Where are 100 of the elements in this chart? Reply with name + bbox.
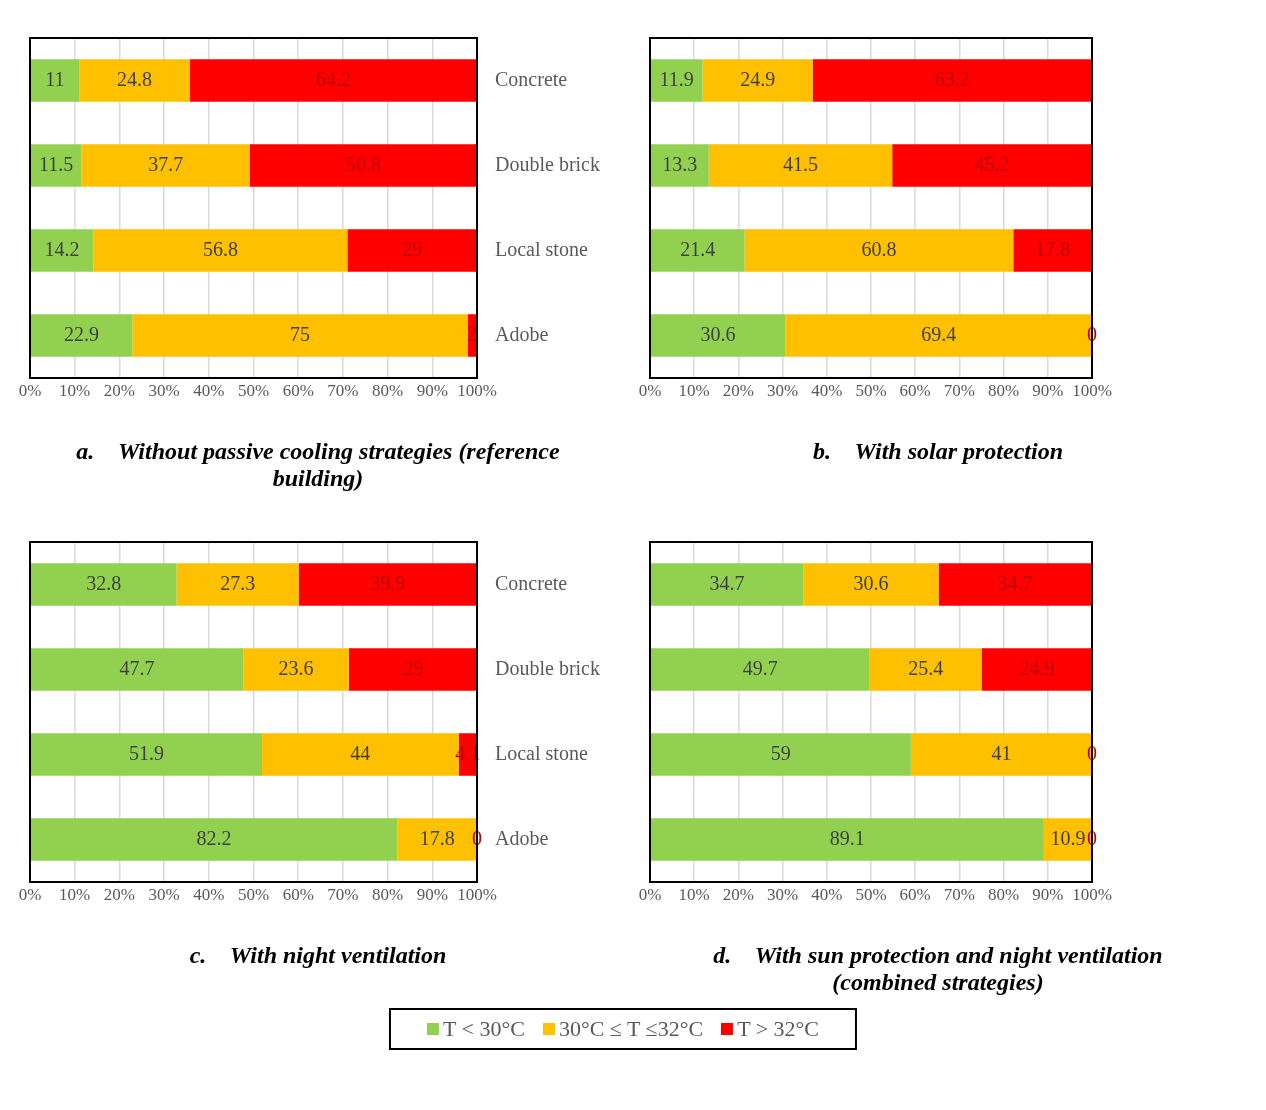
bar — [702, 59, 813, 102]
bar — [30, 229, 94, 272]
bar — [803, 563, 939, 606]
data-label: 63.2 — [934, 67, 970, 90]
bar — [650, 648, 870, 691]
data-label: 14.2 — [44, 237, 80, 260]
y-tick-label: Concrete — [495, 571, 568, 594]
x-tick-label: 10% — [59, 884, 91, 904]
y-tick-label: Double brick — [495, 656, 601, 679]
x-tick-label: 80% — [988, 380, 1020, 400]
bar — [30, 733, 263, 776]
bar — [249, 144, 478, 187]
bar — [938, 563, 1092, 606]
data-label: 11.9 — [659, 67, 694, 90]
bar — [30, 648, 244, 691]
y-tick-label: Adobe — [495, 322, 549, 345]
bar — [650, 144, 709, 187]
data-label: 75 — [290, 322, 311, 345]
data-label: 60.8 — [861, 237, 897, 260]
bar — [650, 229, 745, 272]
x-tick-label: 70% — [327, 380, 359, 400]
bar — [298, 563, 478, 606]
data-label: 24.9 — [740, 67, 776, 90]
data-label: 32.8 — [86, 571, 122, 594]
data-label: 69.4 — [921, 322, 957, 345]
data-label: 24.9 — [1019, 656, 1055, 679]
bar — [30, 314, 133, 357]
bar — [708, 144, 893, 187]
x-tick-label: 30% — [767, 380, 799, 400]
x-tick-label: 10% — [678, 380, 710, 400]
bar — [869, 648, 982, 691]
x-tick-label: 60% — [282, 884, 314, 904]
x-tick-label: 40% — [811, 884, 843, 904]
data-label: 30.6 — [853, 571, 889, 594]
data-label: 17.8 — [419, 826, 455, 849]
data-label: 2 — [467, 322, 478, 345]
bar — [650, 733, 911, 776]
data-label: 11 — [45, 67, 65, 90]
bar — [812, 59, 1092, 102]
x-tick-label: 100% — [457, 884, 497, 904]
data-label: 30.6 — [700, 322, 736, 345]
bar — [176, 563, 299, 606]
data-label: 34.7 — [997, 571, 1033, 594]
bar — [30, 144, 82, 187]
y-tick-label: Double brick — [495, 152, 601, 175]
x-tick-label: 0% — [18, 884, 42, 904]
legend-label: 30°C ≤ T ≤32°C — [558, 1016, 704, 1042]
data-label: 23.6 — [278, 656, 314, 679]
x-tick-label: 80% — [372, 884, 404, 904]
bar — [650, 59, 703, 102]
text: a. Without passive cooling strategies (reference building) — [75, 438, 561, 492]
data-label: 41 — [991, 741, 1012, 764]
bar — [650, 314, 786, 357]
data-label: 11.5 — [38, 152, 74, 175]
x-tick-label: 100% — [1072, 380, 1112, 400]
bar — [81, 144, 250, 187]
x-tick-label: 50% — [855, 380, 887, 400]
x-tick-label: 0% — [18, 380, 42, 400]
data-label: 24.8 — [117, 67, 153, 90]
data-label: 21.4 — [680, 237, 716, 260]
x-tick-label: 50% — [237, 380, 270, 400]
data-label: 56.8 — [202, 237, 238, 260]
data-label: 44 — [350, 741, 371, 764]
x-tick-label: 20% — [722, 380, 754, 400]
legend-label: T < 30°C — [442, 1016, 525, 1042]
data-label: 25.4 — [908, 656, 944, 679]
bar — [347, 229, 478, 272]
bar — [93, 229, 348, 272]
x-tick-label: 80% — [372, 380, 404, 400]
x-tick-label: 30% — [767, 884, 799, 904]
x-tick-label: 90% — [416, 380, 448, 400]
x-tick-label: 60% — [282, 380, 314, 400]
bar — [348, 648, 478, 691]
x-tick-label: 70% — [943, 884, 975, 904]
bar — [243, 648, 349, 691]
data-label: 29 — [403, 656, 424, 679]
x-tick-label: 20% — [103, 884, 135, 904]
data-label: 64.2 — [316, 67, 352, 90]
x-tick-label: 40% — [811, 380, 843, 400]
bar — [132, 314, 468, 357]
x-tick-label: 100% — [457, 380, 497, 400]
data-label: 82.2 — [196, 826, 232, 849]
x-tick-label: 20% — [722, 884, 754, 904]
bar — [1013, 229, 1092, 272]
data-label: 41.5 — [783, 152, 818, 175]
y-tick-label: Local stone — [495, 237, 588, 260]
data-label: 0 — [472, 826, 483, 849]
x-tick-label: 70% — [327, 884, 359, 904]
x-tick-label: 10% — [678, 884, 710, 904]
x-tick-label: 10% — [59, 380, 91, 400]
bar — [30, 818, 398, 861]
bar — [981, 648, 1092, 691]
bar — [650, 563, 804, 606]
data-label: 51.9 — [128, 741, 164, 764]
bar — [892, 144, 1092, 187]
data-label: 29 — [402, 237, 423, 260]
x-tick-label: 60% — [899, 884, 931, 904]
x-tick-label: 0% — [638, 884, 662, 904]
legend-label: T > 32°C — [737, 1016, 820, 1042]
x-tick-label: 40% — [193, 884, 225, 904]
